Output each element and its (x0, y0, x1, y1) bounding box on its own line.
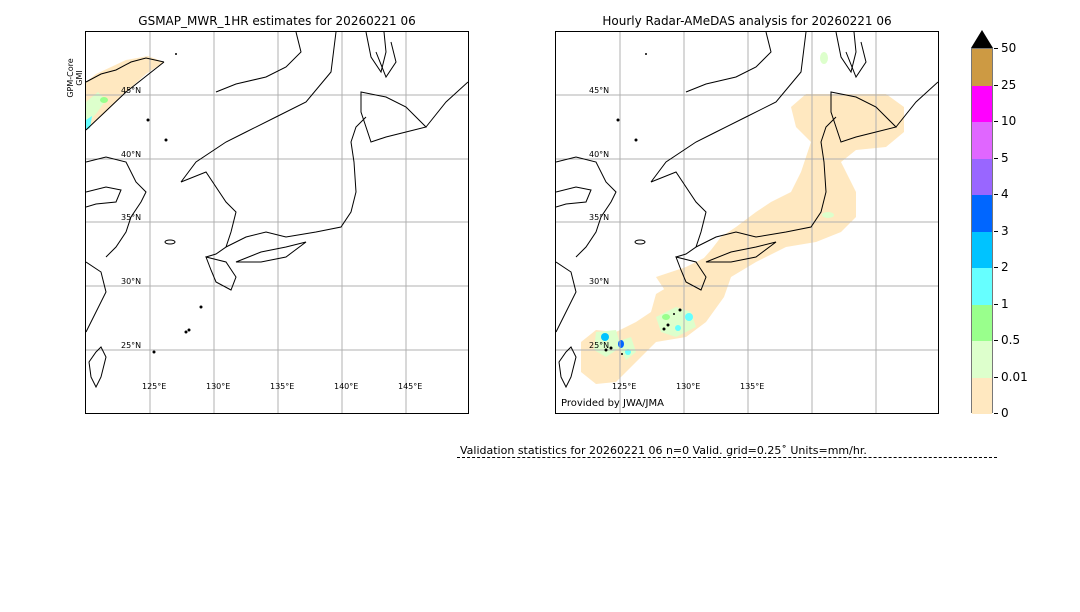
validation-statistics: Validation statistics for 20260221 06 n=… (460, 444, 867, 457)
colorbar-label-2: 2 (1001, 260, 1009, 274)
lat-label-30: 30°N (121, 277, 142, 286)
colorbar-tick (994, 377, 998, 378)
colorbar-label-5: 5 (1001, 151, 1009, 165)
provided-by-label: Provided by JWA/JMA (561, 398, 664, 409)
colorbar-tick (994, 121, 998, 122)
colorbar-seg-0.01-0.5 (972, 341, 992, 378)
colorbar-label-0.01: 0.01 (1001, 370, 1028, 384)
colorbar-seg-25-50 (972, 49, 992, 86)
lon-label-125: 125°E (612, 382, 637, 391)
colorbar-tick (994, 340, 998, 341)
left-map-canvas (86, 32, 468, 413)
sensor-label: GPM-Core GMI (66, 28, 84, 128)
lon-label-145: 145°E (398, 382, 423, 391)
lat-label-35: 35°N (589, 213, 610, 222)
left-map: 45°N 40°N 35°N 30°N 25°N 125°E 130°E 135… (85, 31, 469, 414)
colorbar-seg-0-0.01 (972, 377, 992, 414)
colorbar-label-0.5: 0.5 (1001, 333, 1021, 347)
lat-label-40: 40°N (589, 150, 610, 159)
right-map-canvas (556, 32, 938, 413)
colorbar-label-3: 3 (1001, 224, 1009, 238)
colorbar-seg-2-3 (972, 231, 992, 268)
colorbar-seg-10-25 (972, 85, 992, 122)
colorbar-tick (994, 413, 998, 414)
colorbar-seg-0.5-1 (972, 304, 992, 341)
lat-label-35: 35°N (121, 213, 142, 222)
colorbar-extend-arrow (971, 30, 993, 48)
lon-label-140: 140°E (334, 382, 359, 391)
colorbar-tick (994, 304, 998, 305)
colorbar-tick (994, 48, 998, 49)
colorbar-label-50: 50 (1001, 41, 1017, 55)
colorbar-tick (994, 158, 998, 159)
lat-label-30: 30°N (589, 277, 610, 286)
left-map-title: GSMAP_MWR_1HR estimates for 20260221 06 (138, 14, 416, 28)
colorbar-label-4: 4 (1001, 187, 1009, 201)
colorbar-tick (994, 231, 998, 232)
colorbar (971, 48, 993, 414)
lon-label-135: 135°E (740, 382, 765, 391)
lat-label-25: 25°N (589, 341, 610, 350)
lat-label-45: 45°N (121, 86, 142, 95)
colorbar-seg-3-4 (972, 195, 992, 232)
colorbar-seg-1-2 (972, 268, 992, 305)
lat-label-45: 45°N (589, 86, 610, 95)
colorbar-label-25: 25 (1001, 78, 1017, 92)
sensor-label-line1: GPM-Core (66, 58, 75, 98)
lon-label-130: 130°E (676, 382, 701, 391)
colorbar-label-10: 10 (1001, 114, 1017, 128)
lon-label-135: 135°E (270, 382, 295, 391)
colorbar-label-0: 0 (1001, 406, 1009, 420)
lat-label-40: 40°N (121, 150, 142, 159)
lon-label-125: 125°E (142, 382, 167, 391)
colorbar-label-1: 1 (1001, 297, 1009, 311)
colorbar-tick (994, 85, 998, 86)
lon-label-130: 130°E (206, 382, 231, 391)
colorbar-tick (994, 267, 998, 268)
colorbar-tick (994, 194, 998, 195)
right-map-title: Hourly Radar-AMeDAS analysis for 2026022… (602, 14, 892, 28)
validation-divider (457, 457, 997, 458)
colorbar-seg-4-5 (972, 158, 992, 195)
colorbar-seg-5-10 (972, 122, 992, 159)
right-map: 45°N 40°N 35°N 30°N 25°N 125°E 130°E 135… (555, 31, 939, 414)
sensor-label-line2: GMI (75, 70, 84, 86)
lat-label-25: 25°N (121, 341, 142, 350)
